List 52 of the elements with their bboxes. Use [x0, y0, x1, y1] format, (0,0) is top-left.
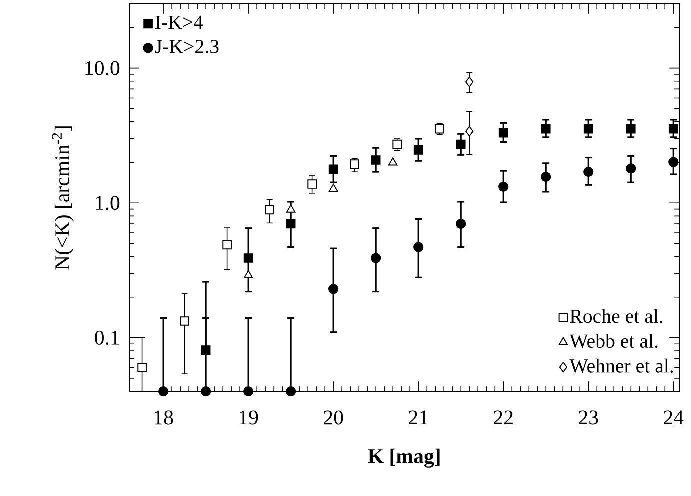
x-tick-label: 18	[154, 410, 174, 425]
point	[414, 145, 424, 155]
point	[244, 253, 254, 263]
point	[388, 157, 398, 166]
point	[286, 386, 296, 397]
point	[668, 124, 678, 134]
legend-label: Webb et al.	[570, 334, 658, 348]
legend-label: I-K>4	[156, 16, 204, 29]
legend-label: J-K>2.3	[155, 40, 219, 54]
point	[244, 386, 254, 397]
point	[584, 166, 594, 178]
point	[371, 253, 382, 264]
point	[456, 140, 466, 150]
point	[308, 179, 317, 189]
point	[200, 386, 212, 397]
point	[456, 218, 466, 229]
x-tick-label: 21	[409, 410, 428, 424]
point	[584, 124, 594, 134]
x-tick-label: 19	[240, 410, 258, 425]
point	[541, 172, 552, 182]
point	[180, 316, 190, 326]
point	[498, 182, 509, 192]
point	[328, 164, 338, 174]
legend-label: Wehner et al.	[570, 358, 674, 373]
point	[265, 205, 274, 215]
y-tick-label: 1.0	[96, 196, 120, 210]
x-tick-label: 23	[579, 410, 598, 425]
x-tick-label: 20	[324, 410, 344, 425]
x-tick-label: 22	[494, 410, 513, 424]
point	[541, 124, 551, 134]
point	[626, 124, 636, 134]
x-axis-title: K [mag]	[368, 448, 440, 468]
point	[158, 386, 169, 397]
y-axis-title: N(<K) [arcmin$^{-2}$]	[52, 126, 74, 270]
point	[466, 76, 474, 88]
point	[286, 219, 296, 229]
point	[244, 270, 254, 278]
y-tick-label: 10.0	[86, 61, 120, 76]
point	[328, 284, 339, 294]
point	[498, 128, 508, 138]
point	[466, 126, 474, 137]
point	[286, 204, 296, 213]
point	[138, 363, 147, 372]
x-tick-label: 24	[664, 410, 684, 424]
point	[222, 240, 232, 250]
point	[414, 242, 424, 252]
point	[201, 346, 211, 355]
point	[371, 155, 381, 165]
point	[626, 164, 636, 174]
y-tick-label: 0.1	[95, 330, 120, 345]
legend-label: Roche et al.	[570, 309, 663, 324]
point	[350, 160, 360, 169]
